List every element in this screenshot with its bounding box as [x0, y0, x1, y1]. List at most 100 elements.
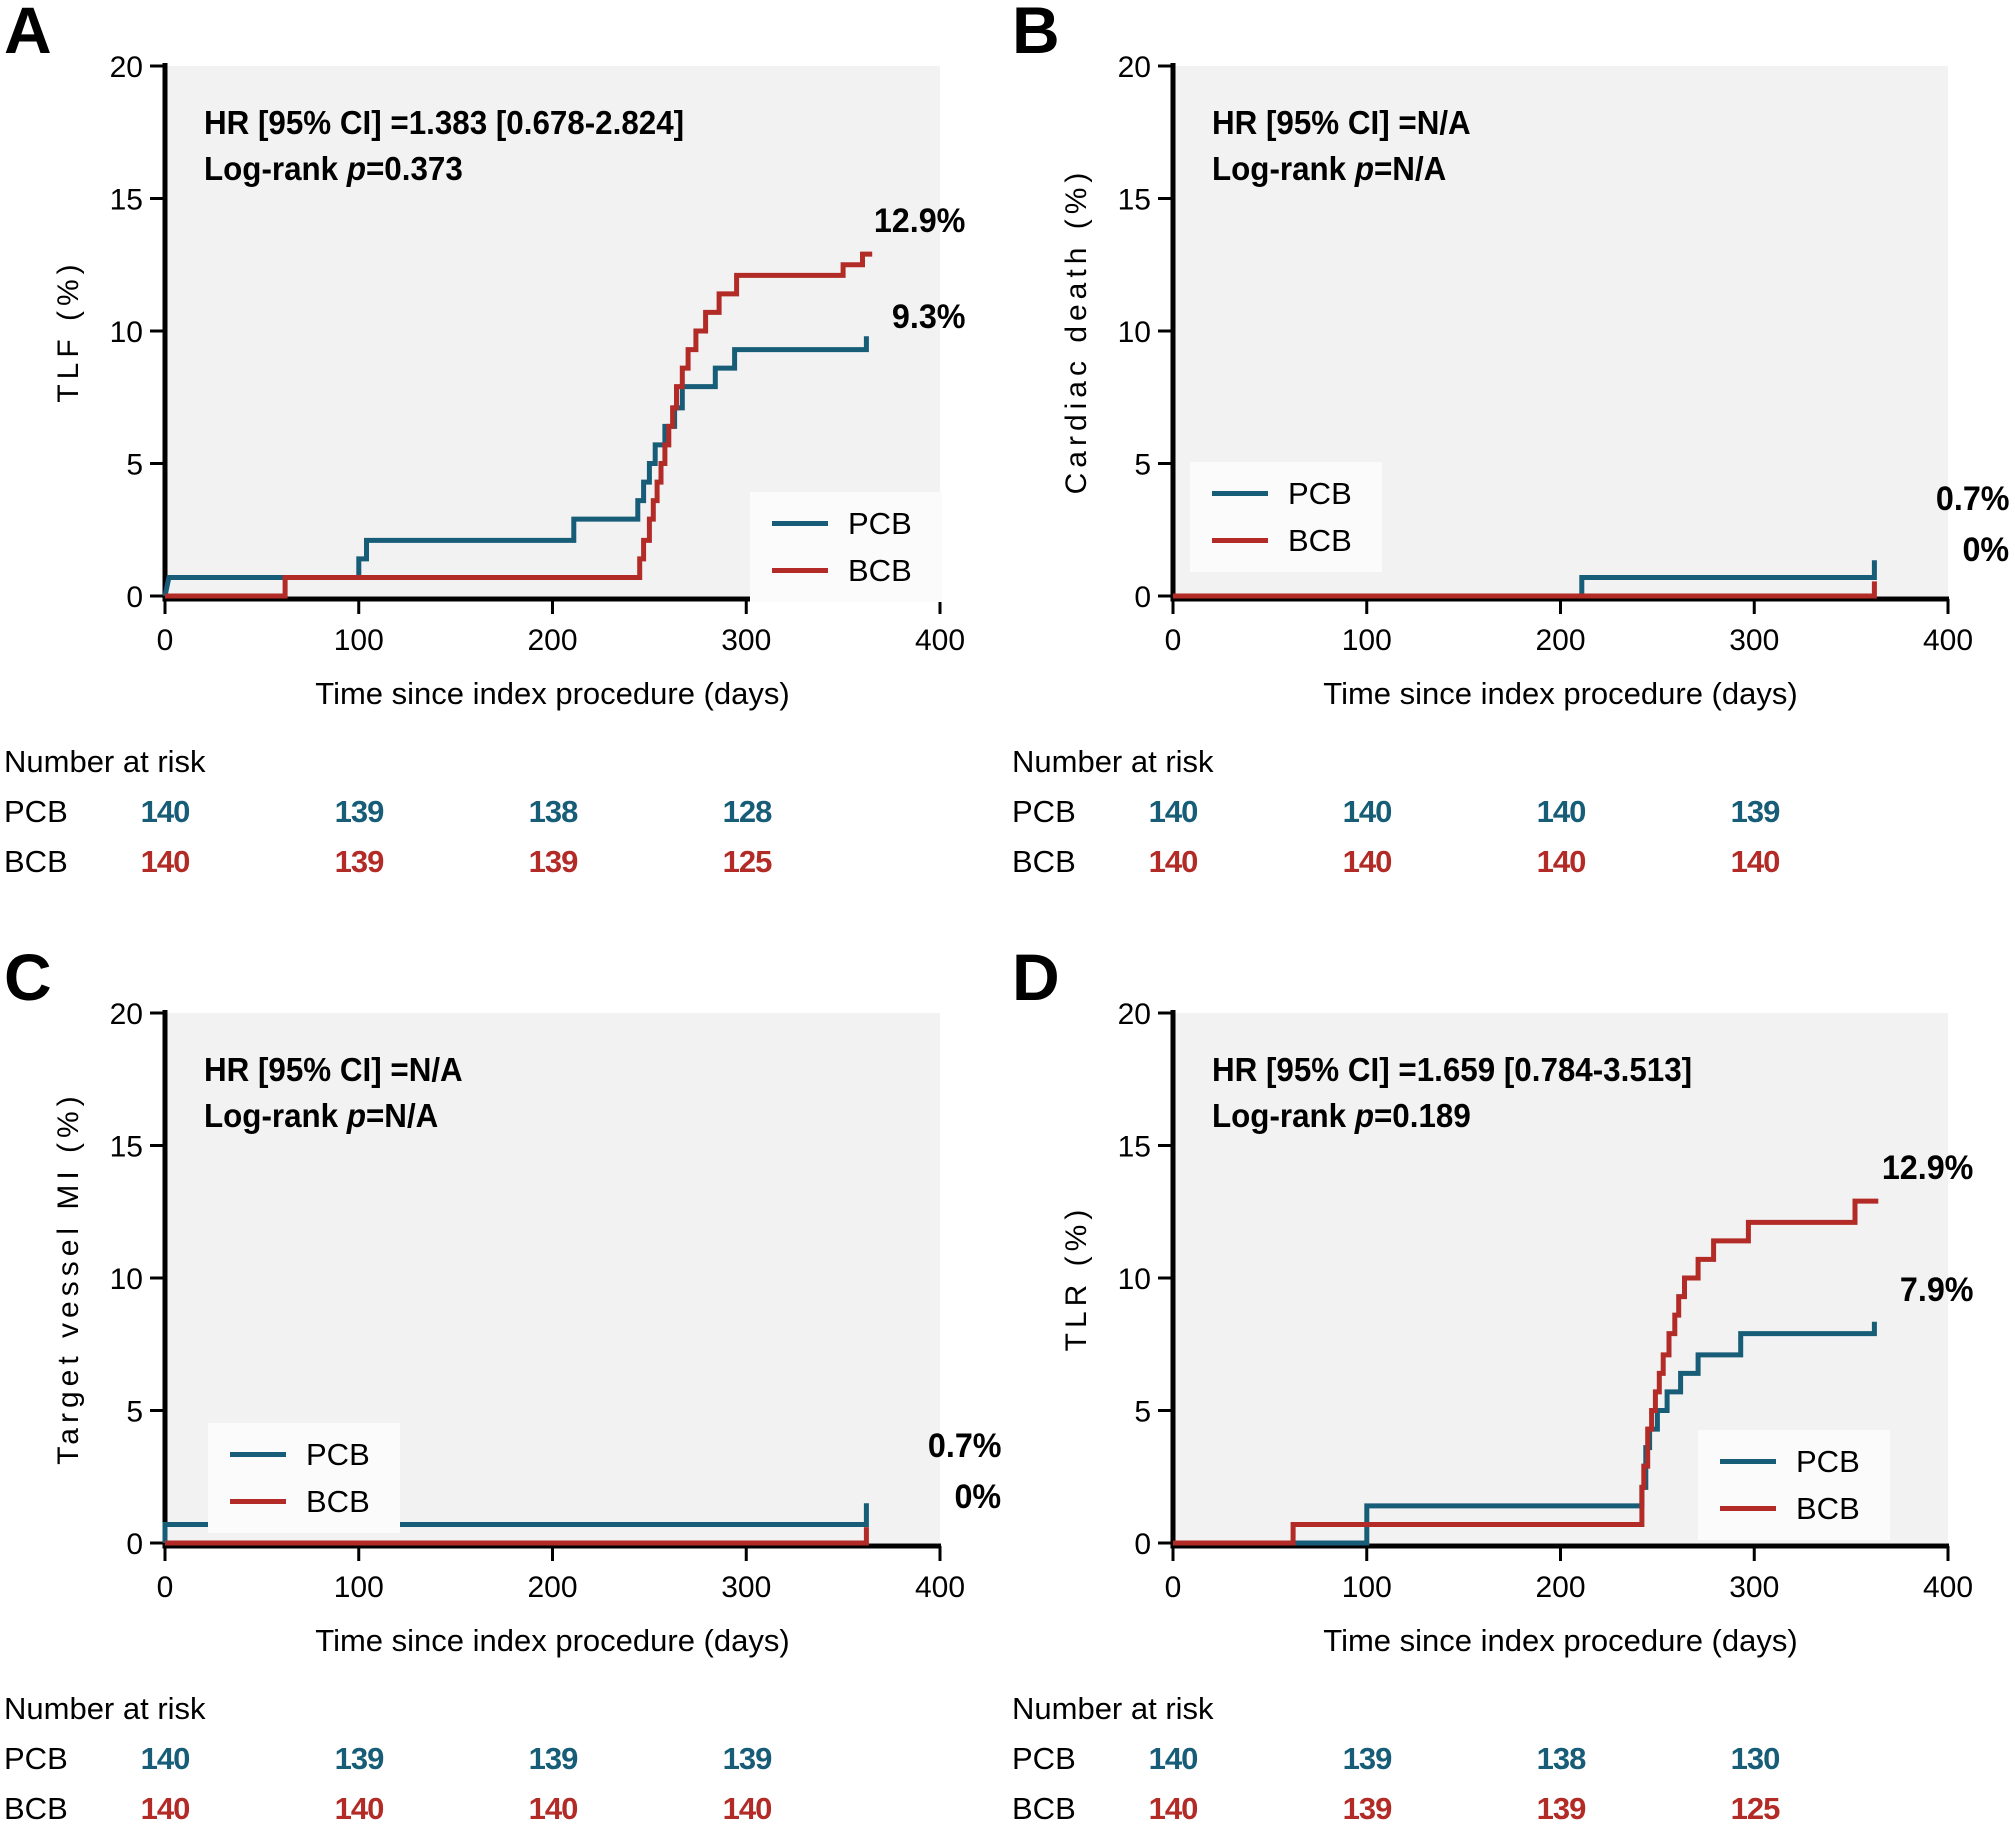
- legend-item-bcb: BCB: [230, 1486, 370, 1517]
- legend-label-bcb: BCB: [1796, 1491, 1860, 1526]
- pcb-line-swatch: [1720, 1459, 1776, 1464]
- legend: PCB BCB: [1190, 462, 1382, 572]
- logrank-p: p: [346, 1096, 366, 1134]
- panel-letter: B: [1012, 0, 1060, 67]
- at-risk-value: 139: [1342, 1741, 1393, 1776]
- at-risk-value: 128: [722, 794, 773, 829]
- at-risk-row-label: BCB: [1012, 844, 1076, 879]
- logrank-p: p: [1354, 1096, 1374, 1134]
- panel-c-content: C Target vessel MI (%) 0 5 10 15 20 0 100 200 30…: [0, 940, 1007, 1833]
- y-tick-label: 0: [1134, 1528, 1151, 1561]
- panel-letter: A: [4, 0, 52, 67]
- end-label-bcb: 0%: [954, 1478, 1001, 1516]
- at-risk-value: 140: [1730, 844, 1781, 879]
- at-risk-value: 140: [1148, 1791, 1199, 1826]
- logrank-text: Log-rank p=N/A: [1212, 146, 1471, 192]
- y-tick-label: 10: [110, 316, 143, 349]
- at-risk-value: 140: [140, 794, 191, 829]
- x-tick-label: 100: [334, 1571, 384, 1603]
- at-risk-value: 140: [1536, 844, 1587, 879]
- end-label-pcb: 7.9%: [1899, 1271, 1973, 1309]
- end-label-bcb: 12.9%: [873, 202, 965, 240]
- at-risk-value: 140: [722, 1791, 773, 1826]
- logrank-value: =0.373: [365, 149, 463, 187]
- x-tick-label: 200: [1535, 1571, 1585, 1603]
- panel-letter: D: [1012, 940, 1060, 1014]
- pcb-line-swatch: [772, 521, 828, 526]
- y-tick-label: 10: [1118, 1263, 1151, 1296]
- end-label-pcb: 0.7%: [927, 1427, 1001, 1465]
- at-risk-value: 125: [1730, 1791, 1781, 1826]
- at-risk-value: 139: [1536, 1791, 1587, 1826]
- x-tick-label: 300: [1729, 624, 1779, 656]
- x-tick-label: 0: [157, 624, 174, 656]
- end-label-pcb: 0.7%: [1935, 480, 2009, 518]
- end-label-pcb: 9.3%: [891, 298, 965, 336]
- at-risk-value: 139: [334, 1741, 385, 1776]
- km-curve-bcb: [1173, 581, 1877, 599]
- logrank-value: =N/A: [1373, 149, 1447, 187]
- y-tick-label: 20: [1118, 51, 1151, 84]
- at-risk-value: 140: [528, 1791, 579, 1826]
- hr-text: HR [95% CI] =N/A: [204, 1051, 463, 1088]
- at-risk-value: 139: [334, 844, 385, 879]
- panel-b: B Cardiac death (%) 0 5 10 15 20 0 100 200 300 40…: [1008, 0, 2015, 916]
- x-tick-label: 100: [1342, 624, 1392, 656]
- number-at-risk-header: Number at risk: [4, 744, 206, 779]
- logrank-prefix: Log-rank: [1212, 149, 1355, 187]
- y-tick-label: 15: [1118, 184, 1151, 217]
- km-curve-bcb: [165, 251, 873, 599]
- number-at-risk-header: Number at risk: [4, 1691, 206, 1726]
- x-tick-label: 0: [157, 1571, 174, 1603]
- end-label-bcb: 12.9%: [1881, 1149, 1973, 1187]
- at-risk-row-pcb: PCB 140 139 139 139: [0, 1741, 1007, 1783]
- y-tick-label: 15: [110, 184, 143, 217]
- panel-a-content: A TLF (%) 0 5 10 15 20 0 100 200 300 400 HR [95% …: [0, 0, 1007, 916]
- panel-c: C Target vessel MI (%) 0 5 10 15 20 0 100 200 30…: [0, 917, 1007, 1833]
- legend-label-bcb: BCB: [1288, 523, 1352, 558]
- at-risk-value: 140: [1342, 844, 1393, 879]
- legend: PCB BCB: [1698, 1430, 1890, 1540]
- legend-item-pcb: PCB: [1212, 478, 1352, 509]
- at-risk-row-pcb: PCB 140 140 140 139: [1008, 794, 2015, 836]
- at-risk-value: 139: [1730, 794, 1781, 829]
- at-risk-row-bcb: BCB 140 140 140 140: [1008, 844, 2015, 886]
- at-risk-value: 140: [140, 844, 191, 879]
- y-tick-label: 0: [126, 581, 143, 614]
- at-risk-row-pcb: PCB 140 139 138 130: [1008, 1741, 2015, 1783]
- legend-label-pcb: PCB: [1288, 476, 1352, 511]
- at-risk-value: 139: [722, 1741, 773, 1776]
- bcb-line-swatch: [230, 1499, 286, 1504]
- x-tick-label: 200: [527, 1571, 577, 1603]
- km-curve-bcb: [165, 1527, 869, 1546]
- at-risk-value: 140: [1536, 794, 1587, 829]
- y-tick-label: 15: [110, 1131, 143, 1164]
- at-risk-value: 140: [1148, 794, 1199, 829]
- stats-annotation: HR [95% CI] =1.383 [0.678-2.824] Log-ran…: [204, 100, 684, 191]
- at-risk-row-pcb: PCB 140 139 138 128: [0, 794, 1007, 836]
- logrank-text: Log-rank p=0.373: [204, 146, 684, 192]
- at-risk-row-bcb: BCB 140 139 139 125: [1008, 1791, 2015, 1833]
- panel-d-content: D TLR (%) 0 5 10 15 20 0 100 200 300 400 HR [95% …: [1008, 940, 2015, 1833]
- y-tick-label: 0: [1134, 581, 1151, 614]
- legend-item-pcb: PCB: [1720, 1446, 1860, 1477]
- legend-item-bcb: BCB: [1720, 1493, 1860, 1524]
- x-tick-label: 100: [334, 624, 384, 656]
- logrank-text: Log-rank p=N/A: [204, 1093, 463, 1139]
- at-risk-value: 140: [1148, 844, 1199, 879]
- legend-item-pcb: PCB: [230, 1439, 370, 1470]
- legend-label-bcb: BCB: [848, 553, 912, 588]
- bcb-line-swatch: [1212, 538, 1268, 543]
- legend: PCB BCB: [750, 492, 942, 602]
- logrank-prefix: Log-rank: [204, 149, 347, 187]
- x-axis-title: Time since index procedure (days): [1323, 1623, 1798, 1658]
- at-risk-value: 140: [334, 1791, 385, 1826]
- at-risk-value: 140: [140, 1741, 191, 1776]
- stats-annotation: HR [95% CI] =1.659 [0.784-3.513] Log-ran…: [1212, 1047, 1692, 1138]
- bcb-line-swatch: [772, 568, 828, 573]
- at-risk-row-label: PCB: [4, 1741, 68, 1776]
- panel-b-content: B Cardiac death (%) 0 5 10 15 20 0 100 200 300 40…: [1008, 0, 2015, 916]
- x-tick-label: 300: [721, 1571, 771, 1603]
- number-at-risk-header: Number at risk: [1012, 1691, 1214, 1726]
